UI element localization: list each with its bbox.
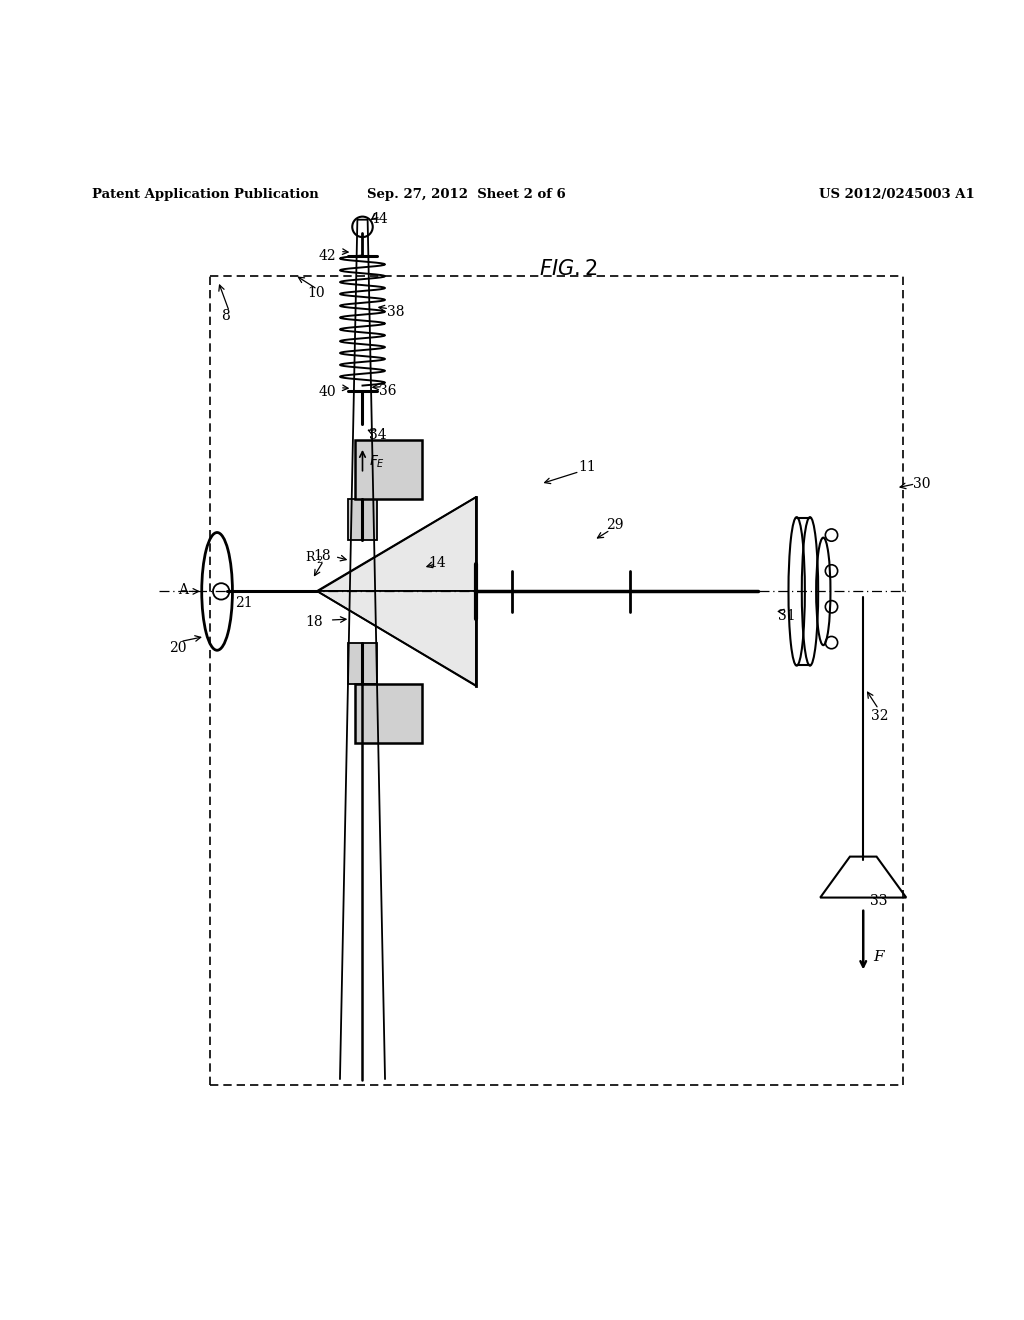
Text: $F_E$: $F_E$	[369, 453, 385, 470]
Text: 10: 10	[307, 286, 325, 301]
Text: Patent Application Publication: Patent Application Publication	[92, 187, 318, 201]
Text: 11: 11	[579, 461, 596, 474]
Text: 34: 34	[369, 428, 386, 442]
Text: 44: 44	[371, 211, 388, 226]
Bar	[355, 684, 422, 743]
Text: 8: 8	[221, 309, 230, 323]
Text: 31: 31	[778, 609, 796, 623]
Text: 33: 33	[870, 894, 888, 908]
Text: A: A	[178, 583, 188, 598]
Text: 32: 32	[871, 709, 889, 723]
Polygon shape	[317, 498, 476, 591]
Text: 30: 30	[913, 477, 931, 491]
Text: Sep. 27, 2012  Sheet 2 of 6: Sep. 27, 2012 Sheet 2 of 6	[367, 187, 565, 201]
Text: 42: 42	[318, 248, 336, 263]
Text: 40: 40	[318, 384, 336, 399]
Text: 21: 21	[236, 595, 253, 610]
Text: 18: 18	[305, 615, 323, 630]
Text: 2: 2	[316, 556, 323, 565]
Text: F: F	[873, 950, 884, 964]
Bar	[348, 643, 377, 684]
Text: 36: 36	[379, 384, 396, 397]
Polygon shape	[317, 591, 476, 685]
Text: 20: 20	[169, 640, 186, 655]
Text: R: R	[305, 552, 314, 564]
Text: 18: 18	[313, 549, 331, 562]
Text: 29: 29	[606, 517, 624, 532]
Text: US 2012/0245003 A1: US 2012/0245003 A1	[819, 187, 975, 201]
Text: 14: 14	[428, 556, 445, 570]
Text: 38: 38	[387, 305, 404, 319]
Text: $\mathit{FIG.2}$: $\mathit{FIG.2}$	[540, 259, 597, 279]
Bar	[348, 499, 377, 540]
Bar	[355, 440, 422, 499]
